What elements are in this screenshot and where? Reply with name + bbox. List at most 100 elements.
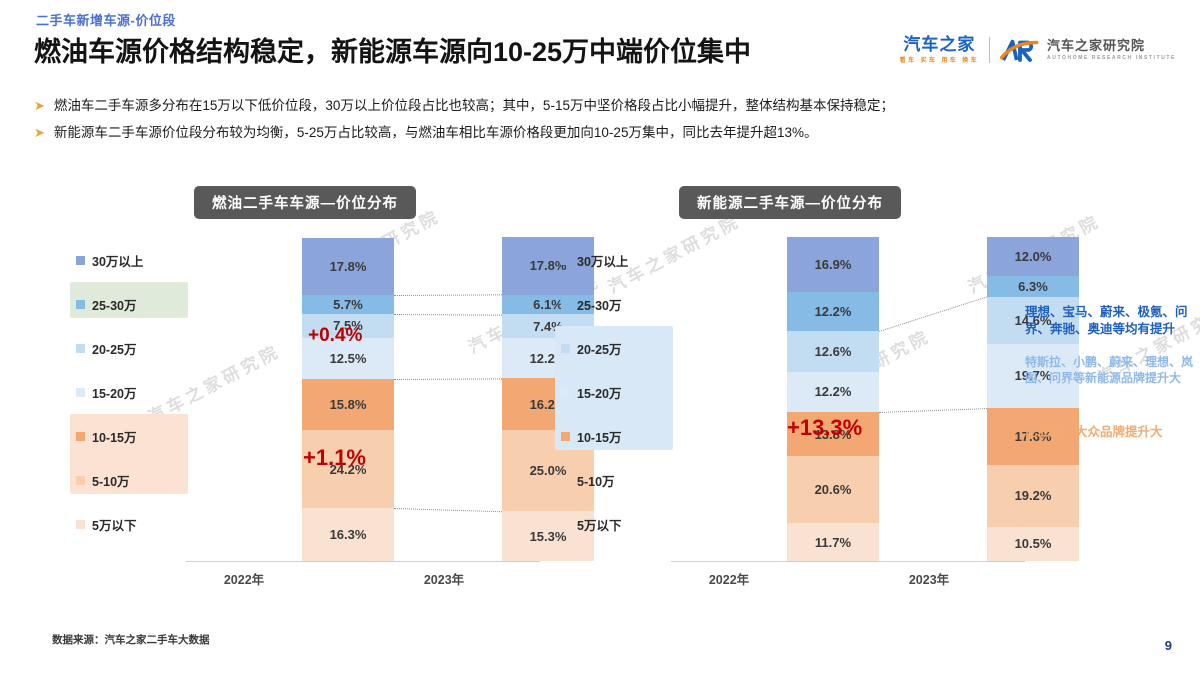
legend-item[interactable]: 20-25万 — [76, 339, 136, 358]
bullet-text: 燃油车二手车源多分布在15万以下低价位段，30万以上价位段占比也较高；其中，5-… — [53, 98, 894, 113]
legend-item[interactable]: 10-15万 — [561, 427, 621, 446]
arrow-icon: ➤ — [34, 98, 45, 113]
bar-segment: 6.3% — [987, 276, 1079, 297]
legend-highlight-box — [70, 414, 188, 494]
ar-mark-icon — [1000, 39, 1039, 62]
legend-highlight-box — [555, 326, 673, 450]
legend-label: 10-15万 — [577, 431, 622, 445]
breadcrumb: 二手车新增车源-价位段 — [36, 13, 176, 28]
chart-legend: 30万以上 25-30万 20-25万 15-20万 10-15万 5-10万 5万以下 — [555, 245, 677, 545]
legend-swatch — [561, 300, 570, 309]
bar-segment: 12.0% — [987, 237, 1079, 277]
bar-segment: 17.8% — [502, 237, 594, 295]
legend-swatch — [561, 256, 570, 265]
x-axis-label: 2022年 — [223, 573, 265, 587]
bullet-item: ➤ 新能源车二手车源价位段分布较为均衡，5-25万占比较高，与燃油车相比车源价格… — [34, 123, 1174, 144]
connector-line — [879, 407, 988, 413]
autohome-logo: 汽车之家 看车 买车 用车 换车 — [900, 36, 979, 64]
legend-label: 5万以下 — [577, 519, 622, 533]
legend-label: 30万以上 — [577, 255, 629, 269]
bar-segment: 19.7% — [987, 343, 1079, 408]
connector-line — [393, 313, 502, 316]
legend-item[interactable]: 5万以下 — [76, 515, 136, 534]
bar-segment: 12.2% — [787, 372, 879, 412]
bar-segment: 15.8% — [302, 378, 394, 430]
legend-item[interactable]: 30万以上 — [76, 251, 143, 270]
legend-swatch — [561, 388, 570, 397]
legend-item[interactable]: 20-25万 — [561, 339, 621, 358]
x-axis-label: 2023年 — [908, 573, 950, 587]
delta-label: +1.1% — [303, 445, 366, 470]
legend-label: 5-10万 — [577, 475, 615, 489]
data-source: 数据来源：汽车之家二手车大数据 — [52, 634, 210, 646]
chart-panel-fuel: 燃油二手车车源—价位分布 30万以上 25-30万 20-25万 15-20万 10-1… — [70, 186, 594, 597]
bar-segment: 6.1% — [502, 294, 594, 315]
legend-item[interactable]: 15-20万 — [561, 383, 621, 402]
legend-swatch — [76, 300, 85, 309]
delta-label: +13.3% — [787, 415, 863, 440]
legend-label: 5万以下 — [92, 519, 137, 533]
bar-segment: 17.6% — [987, 407, 1079, 465]
legend-item[interactable]: 5-10万 — [76, 471, 130, 490]
bar-segment: 20.6% — [787, 456, 879, 524]
bar-column: 10.5% 19.2% 17.6% 19.7% 14.6% 6.3% 12.0% — [987, 237, 1079, 561]
research-institute-name-en: AUTOHOME RESEARCH INSTITUTE — [1047, 55, 1176, 62]
bar-segment: 11.7% — [787, 523, 879, 561]
legend-item[interactable]: 15-20万 — [76, 383, 136, 402]
legend-swatch — [76, 256, 85, 265]
bar-segment: 16.3% — [302, 508, 394, 561]
legend-label: 20-25万 — [92, 343, 137, 357]
research-institute-name-cn: 汽车之家研究院 — [1047, 37, 1146, 53]
x-axis-line — [671, 561, 1025, 562]
legend-swatch — [76, 520, 85, 529]
legend-swatch — [76, 344, 85, 353]
connector-line — [394, 377, 503, 380]
summary-bullets: ➤ 燃油车二手车源多分布在15万以下低价位段，30万以上价位段占比也较高；其中，… — [34, 96, 1174, 150]
chart-title: 燃油二手车车源—价位分布 — [194, 186, 416, 219]
legend-swatch — [76, 476, 85, 485]
legend-swatch — [76, 432, 85, 441]
legend-swatch — [561, 432, 570, 441]
bar-segment: 7.5% — [302, 313, 394, 339]
legend-swatch — [561, 344, 570, 353]
x-axis-line — [186, 561, 540, 562]
page-title: 燃油车源价格结构稳定，新能源车源向10-25万中端价位集中 — [34, 37, 752, 67]
bar-segment: 12.5% — [302, 338, 394, 379]
legend-item[interactable]: 5万以下 — [561, 515, 621, 534]
chart-bars: 11.7% 20.6% 13.8% 12.2% 12.6% 12.2% 16.9% 10.5%… — [677, 237, 1079, 561]
research-institute-logo: 汽车之家研究院 AUTOHOME RESEARCH INSTITUTE — [1000, 37, 1176, 63]
bar-segment: 16.9% — [787, 237, 879, 292]
chart-title-row: 燃油二手车车源—价位分布 — [70, 186, 540, 219]
bar-segment: 13.8% — [787, 411, 879, 457]
legend-item[interactable]: 25-30万 — [76, 295, 136, 314]
connector-line — [393, 508, 502, 513]
annotation-nev-brands: 特斯拉、小鹏、蔚来、理想、岚图、问界等新能源品牌提升大 — [1025, 355, 1194, 386]
autohome-logo-tagline: 看车 买车 用车 换车 — [899, 57, 980, 64]
bar-segment: 17.8% — [302, 237, 394, 296]
bar-segment: 12.2% — [787, 291, 879, 332]
annotation-mass-brands: 比亚迪、大众品牌提升大 — [1025, 425, 1163, 439]
connector-line — [394, 294, 503, 297]
bar-segment: 19.2% — [987, 464, 1079, 527]
legend-swatch — [561, 476, 570, 485]
bar-segment: 5.7% — [302, 295, 394, 314]
legend-label: 5-10万 — [92, 475, 130, 489]
legend-item[interactable]: 5-10万 — [561, 471, 615, 490]
chart-bars: 16.3% 24.2% 15.8% 12.5% 7.5% 5.7% 17.8% 15.3% 25… — [192, 237, 594, 561]
page-number: 9 — [1164, 638, 1172, 653]
bar-column: 11.7% 20.6% 13.8% 12.2% 12.6% 12.2% 16.9% — [787, 237, 879, 561]
legend-label: 30万以上 — [92, 255, 144, 269]
x-axis-label: 2023年 — [423, 573, 465, 587]
legend-item[interactable]: 10-15万 — [76, 427, 136, 446]
connector-line — [879, 296, 988, 333]
autohome-logo-name: 汽车之家 — [903, 35, 976, 54]
bar-segment: 15.3% — [502, 511, 594, 561]
bar-segment: 14.6% — [987, 296, 1079, 344]
x-axis-label: 2022年 — [708, 573, 750, 587]
arrow-icon: ➤ — [34, 124, 45, 140]
legend-label: 25-30万 — [92, 299, 137, 313]
legend-item[interactable]: 30万以上 — [561, 251, 628, 270]
annotation-premium-brands: 理想、宝马、蔚来、极氪、问界、奔驰、奥迪等均有提升 — [1025, 305, 1188, 336]
legend-item[interactable]: 25-30万 — [561, 295, 621, 314]
bullet-text: 新能源车二手车源价位段分布较为均衡，5-25万占比较高，与燃油车相比车源价格段更… — [53, 124, 818, 140]
